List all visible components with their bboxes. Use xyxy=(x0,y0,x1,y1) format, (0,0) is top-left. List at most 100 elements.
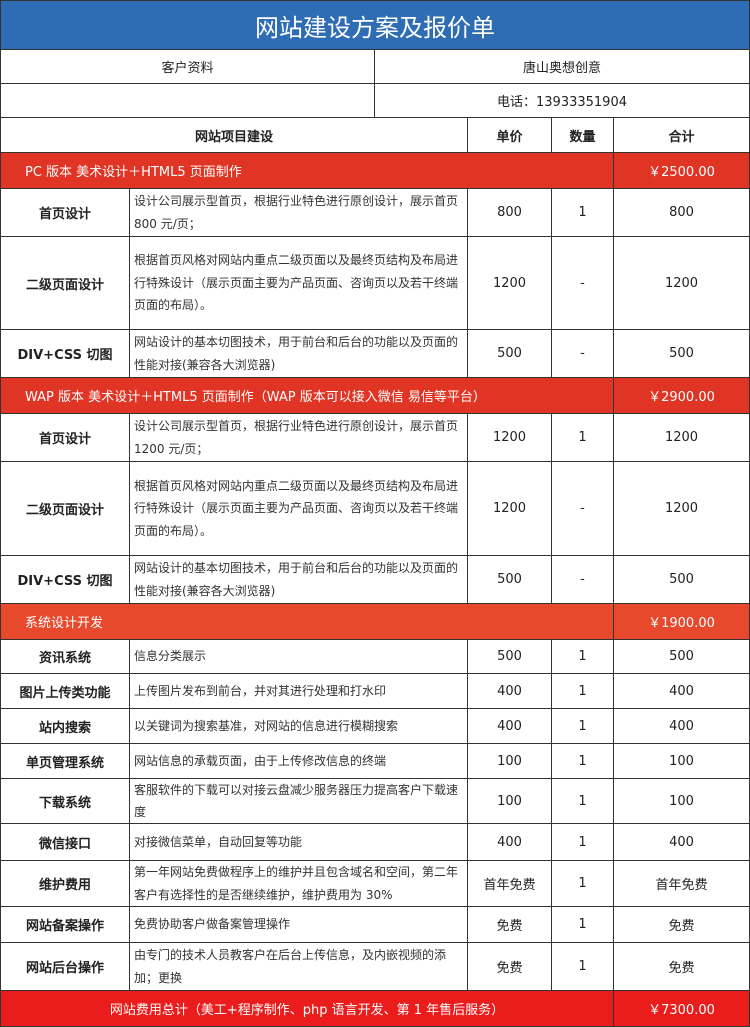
item-qty: - xyxy=(552,556,614,603)
item-description: 网站信息的承载页面，由于上传修改信息的终端 xyxy=(130,744,468,778)
table-row: DIV+CSS 切图 网站设计的基本切图技术，用于前台和后台的功能以及页面的性能对… xyxy=(0,556,750,604)
item-qty: 1 xyxy=(552,744,614,778)
item-total: 400 xyxy=(614,824,750,860)
footer-row: 网站费用总计（美工+程序制作、php 语言开发、第 1 年售后服务） ￥7300.… xyxy=(0,991,750,1027)
header-row: 网站项目建设 单价 数量 合计 xyxy=(0,118,750,153)
table-row: 维护费用 第一年网站免费做程序上的维护并且包含域名和空间，第二年客户有选择性的是否… xyxy=(0,861,750,907)
item-name: DIV+CSS 切图 xyxy=(0,330,130,377)
item-name: 站内搜索 xyxy=(0,709,130,743)
item-name: 下载系统 xyxy=(0,779,130,823)
item-name: 网站备案操作 xyxy=(0,907,130,942)
item-price: 100 xyxy=(468,744,552,778)
section-header: WAP 版本 美术设计＋HTML5 页面制作（WAP 版本可以接入微信 易信等平… xyxy=(0,378,750,414)
item-total: 免费 xyxy=(614,943,750,990)
table-row: 首页设计 设计公司展示型首页，根据行业特色进行原创设计，展示首页 1200 元/页… xyxy=(0,414,750,462)
section-total: ￥2500.00 xyxy=(614,153,750,188)
item-description: 网站设计的基本切图技术，用于前台和后台的功能以及页面的性能对接(兼容各大浏览器) xyxy=(130,556,468,603)
page-title: 网站建设方案及报价单 xyxy=(0,1,750,49)
company-name: 唐山奥想创意 xyxy=(375,50,750,83)
item-qty: 1 xyxy=(552,943,614,990)
item-description: 第一年网站免费做程序上的维护并且包含域名和空间，第二年客户有选择性的是否继续维护… xyxy=(130,861,468,906)
item-name: 网站后台操作 xyxy=(0,943,130,990)
item-price: 500 xyxy=(468,640,552,673)
item-name: 首页设计 xyxy=(0,189,130,236)
item-price: 1200 xyxy=(468,414,552,461)
header-price: 单价 xyxy=(468,118,552,152)
item-total: 500 xyxy=(614,330,750,377)
item-price: 400 xyxy=(468,709,552,743)
item-description: 设计公司展示型首页，根据行业特色进行原创设计，展示首页 1200 元/页； xyxy=(130,414,468,461)
item-total: 1200 xyxy=(614,414,750,461)
item-price: 首年免费 xyxy=(468,861,552,906)
section-total: ￥1900.00 xyxy=(614,604,750,639)
item-description: 上传图片发布到前台，并对其进行处理和打水印 xyxy=(130,674,468,708)
item-qty: 1 xyxy=(552,189,614,236)
item-name: 微信接口 xyxy=(0,824,130,860)
section-header: PC 版本 美术设计＋HTML5 页面制作 ￥2500.00 xyxy=(0,153,750,189)
item-qty: - xyxy=(552,237,614,329)
item-name: 单页管理系统 xyxy=(0,744,130,778)
item-name: 图片上传类功能 xyxy=(0,674,130,708)
header-total: 合计 xyxy=(614,118,750,152)
section-total: ￥2900.00 xyxy=(614,378,750,413)
item-price: 500 xyxy=(468,556,552,603)
item-total: 500 xyxy=(614,556,750,603)
item-total: 首年免费 xyxy=(614,861,750,906)
table-row: 图片上传类功能 上传图片发布到前台，并对其进行处理和打水印 400 1 400 xyxy=(0,674,750,709)
table-row: 首页设计 设计公司展示型首页，根据行业特色进行原创设计，展示首页 800 元/页；… xyxy=(0,189,750,237)
footer-label: 网站费用总计（美工+程序制作、php 语言开发、第 1 年售后服务） xyxy=(0,991,614,1026)
item-total: 400 xyxy=(614,674,750,708)
item-total: 800 xyxy=(614,189,750,236)
header-qty: 数量 xyxy=(552,118,614,152)
item-price: 1200 xyxy=(468,237,552,329)
item-total: 500 xyxy=(614,640,750,673)
item-name: 二级页面设计 xyxy=(0,462,130,555)
item-qty: 1 xyxy=(552,779,614,823)
item-description: 设计公司展示型首页，根据行业特色进行原创设计，展示首页 800 元/页； xyxy=(130,189,468,236)
item-description: 根据首页风格对网站内重点二级页面以及最终页结构及布局进行特殊设计（展示页面主要为… xyxy=(130,462,468,555)
item-description: 由专门的技术人员教客户在后台上传信息，及内嵌视频的添加；更换 xyxy=(130,943,468,990)
section-title: 系统设计开发 xyxy=(0,604,614,639)
item-price: 1200 xyxy=(468,462,552,555)
item-qty: 1 xyxy=(552,861,614,906)
item-description: 信息分类展示 xyxy=(130,640,468,673)
item-qty: - xyxy=(552,462,614,555)
item-price: 100 xyxy=(468,779,552,823)
item-total: 400 xyxy=(614,709,750,743)
item-description: 客服软件的下载可以对接云盘减少服务器压力提高客户下载速度 xyxy=(130,779,468,823)
table-row: 下载系统 客服软件的下载可以对接云盘减少服务器压力提高客户下载速度 100 1 100 xyxy=(0,779,750,824)
item-price: 400 xyxy=(468,674,552,708)
table-row: 二级页面设计 根据首页风格对网站内重点二级页面以及最终页结构及布局进行特殊设计（展… xyxy=(0,237,750,330)
item-qty: 1 xyxy=(552,907,614,942)
section-title: WAP 版本 美术设计＋HTML5 页面制作（WAP 版本可以接入微信 易信等平… xyxy=(0,378,614,413)
item-total: 100 xyxy=(614,744,750,778)
item-price: 800 xyxy=(468,189,552,236)
item-qty: - xyxy=(552,330,614,377)
title-row: 网站建设方案及报价单 xyxy=(0,0,750,50)
section-title: PC 版本 美术设计＋HTML5 页面制作 xyxy=(0,153,614,188)
item-total: 1200 xyxy=(614,462,750,555)
item-qty: 1 xyxy=(552,414,614,461)
item-description: 免费协助客户做备案管理操作 xyxy=(130,907,468,942)
blank-cell xyxy=(0,84,375,117)
table-row: 资讯系统 信息分类展示 500 1 500 xyxy=(0,640,750,674)
item-description: 网站设计的基本切图技术，用于前台和后台的功能以及页面的性能对接(兼容各大浏览器) xyxy=(130,330,468,377)
client-label: 客户资料 xyxy=(0,50,375,83)
item-price: 免费 xyxy=(468,907,552,942)
item-name: 二级页面设计 xyxy=(0,237,130,329)
table-row: DIV+CSS 切图 网站设计的基本切图技术，用于前台和后台的功能以及页面的性能对… xyxy=(0,330,750,378)
item-qty: 1 xyxy=(552,824,614,860)
phone-number: 电话：13933351904 xyxy=(375,84,750,117)
client-row: 客户资料 唐山奥想创意 xyxy=(0,50,750,84)
item-name: 首页设计 xyxy=(0,414,130,461)
item-price: 免费 xyxy=(468,943,552,990)
item-price: 400 xyxy=(468,824,552,860)
item-total: 100 xyxy=(614,779,750,823)
table-row: 站内搜索 以关键词为搜索基准，对网站的信息进行模糊搜索 400 1 400 xyxy=(0,709,750,744)
item-description: 以关键词为搜索基准，对网站的信息进行模糊搜索 xyxy=(130,709,468,743)
item-total: 免费 xyxy=(614,907,750,942)
item-description: 根据首页风格对网站内重点二级页面以及最终页结构及布局进行特殊设计（展示页面主要为… xyxy=(130,237,468,329)
table-row: 网站后台操作 由专门的技术人员教客户在后台上传信息，及内嵌视频的添加；更换 免费 1 免… xyxy=(0,943,750,991)
item-description: 对接微信菜单，自动回复等功能 xyxy=(130,824,468,860)
item-name: 资讯系统 xyxy=(0,640,130,673)
